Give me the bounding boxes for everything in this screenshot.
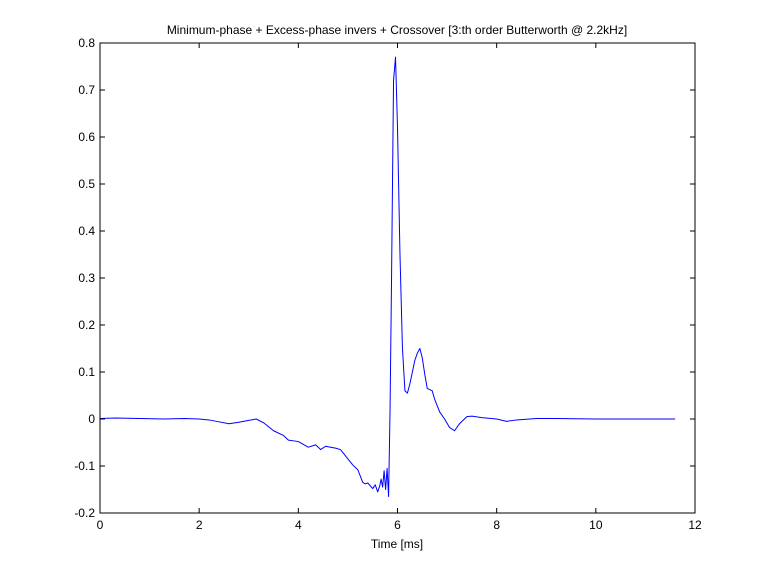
y-tick-label: 0.4 <box>78 224 95 238</box>
x-tick-label: 6 <box>394 518 401 532</box>
chart-title: Minimum-phase + Excess-phase invers + Cr… <box>167 23 627 37</box>
y-tick-label: 0.1 <box>78 365 95 379</box>
y-tick-label: 0.3 <box>78 271 95 285</box>
y-tick-label: 0.6 <box>78 130 95 144</box>
y-tick-label: 0.7 <box>78 83 95 97</box>
series-layer <box>99 56 676 498</box>
x-tick-label: 10 <box>589 518 603 532</box>
x-tick-label: 4 <box>295 518 302 532</box>
tick-layer: 0 2 4 6 8 10 12 -0.2 -0.1 0 0.1 0.2 0.3 0.4 0.5 0.6 0.7 0… <box>74 36 702 532</box>
y-tick-label: -0.2 <box>74 506 95 520</box>
x-tick-label: 12 <box>688 518 702 532</box>
x-tick-label: 0 <box>97 518 104 532</box>
y-tick-label: 0 <box>88 412 95 426</box>
y-tick-label: -0.1 <box>74 459 95 473</box>
y-tick-label: 0.8 <box>78 36 95 50</box>
x-tick-label: 8 <box>493 518 500 532</box>
y-tick-label: 0.5 <box>78 177 95 191</box>
y-tick-label: 0.2 <box>78 318 95 332</box>
series-line <box>99 56 676 498</box>
x-tick-label: 2 <box>196 518 203 532</box>
x-axis-label: Time [ms] <box>371 537 423 551</box>
